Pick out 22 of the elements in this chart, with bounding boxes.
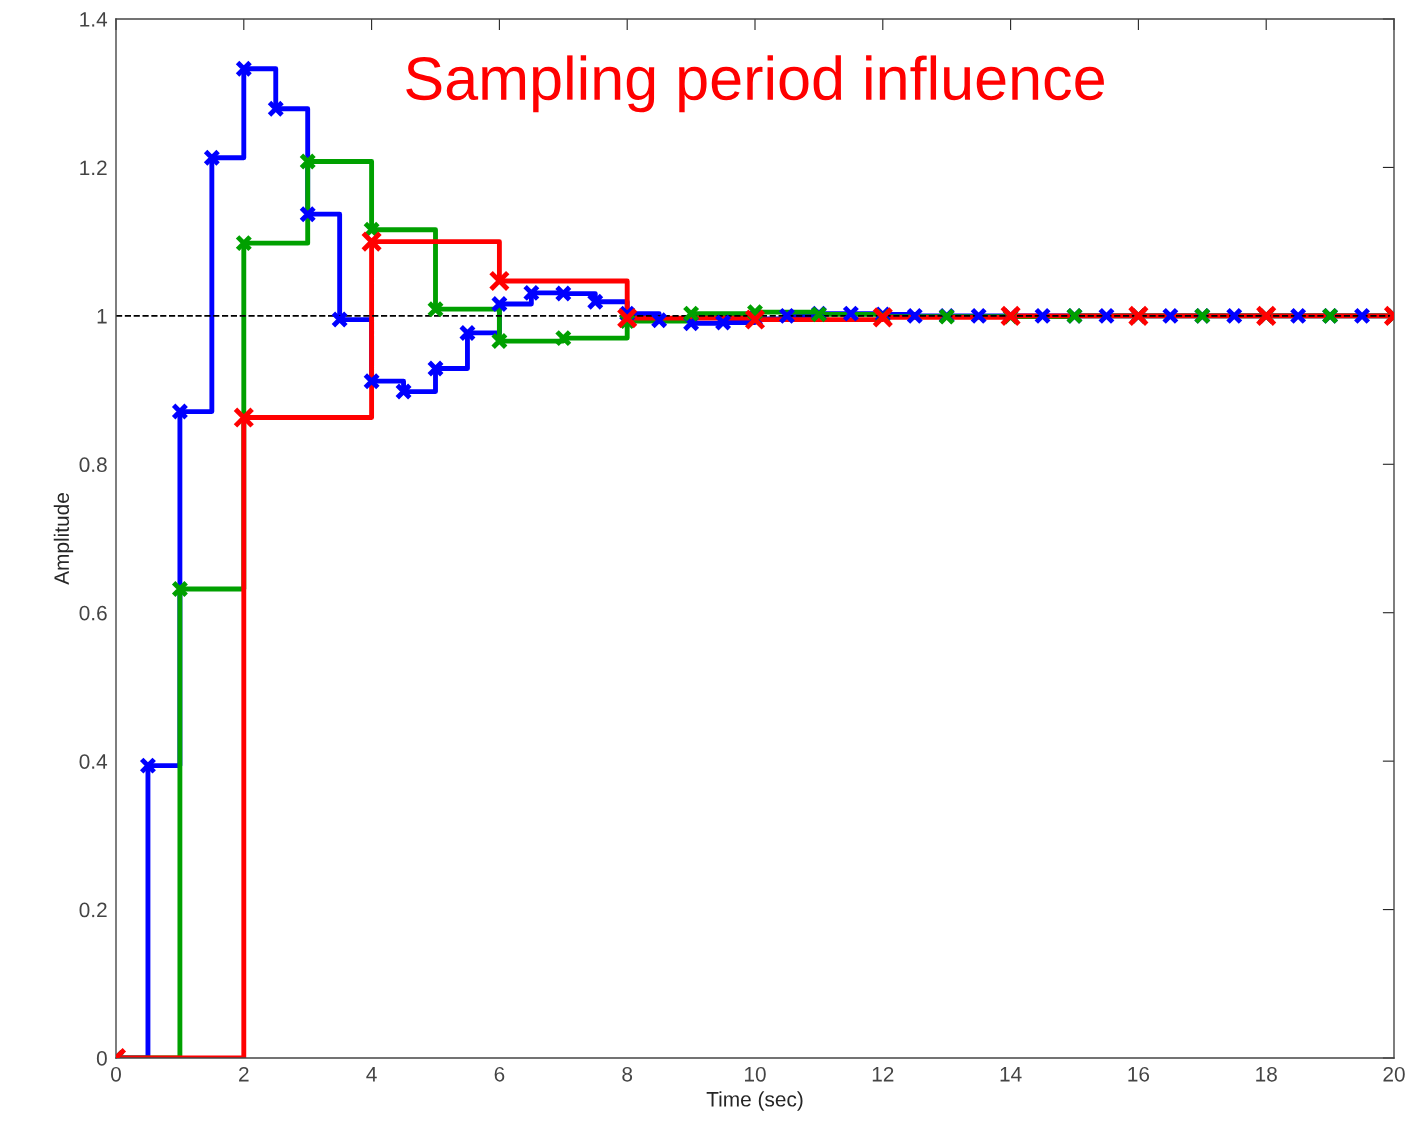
x-tick-label: 4 [366,1067,377,1082]
x-tick-label: 6 [494,1066,505,1082]
y-axis-title: Amplitude [53,493,74,585]
x-tick-label: 2 [239,1066,249,1082]
y-tick-label: 0.4 [79,754,108,769]
text: Sampling period influence [406,55,1104,113]
y-tick-label: 0.2 [79,902,107,918]
x-tick-label: 16 [1128,1066,1150,1082]
y-tick-label: 0.6 [79,605,107,621]
x-tick-label: 12 [872,1066,894,1082]
y-tick-label: 0 [96,1051,107,1066]
y-tick-label: 1.2 [80,160,107,175]
y-tick-label: 1.4 [80,12,108,27]
y-tick-label: 0.8 [79,457,107,473]
x-tick-label: 0 [111,1066,121,1082]
x-tick-label: 14 [1000,1067,1022,1082]
x-tick-label: 18 [1256,1066,1277,1082]
x-tick-label: 20 [1383,1066,1405,1082]
x-tick-label: 8 [622,1066,633,1082]
y-tick-label: 1 [97,309,107,324]
x-tick-label: 10 [745,1066,766,1082]
x-axis-title: Time (sec) [706,1091,803,1111]
